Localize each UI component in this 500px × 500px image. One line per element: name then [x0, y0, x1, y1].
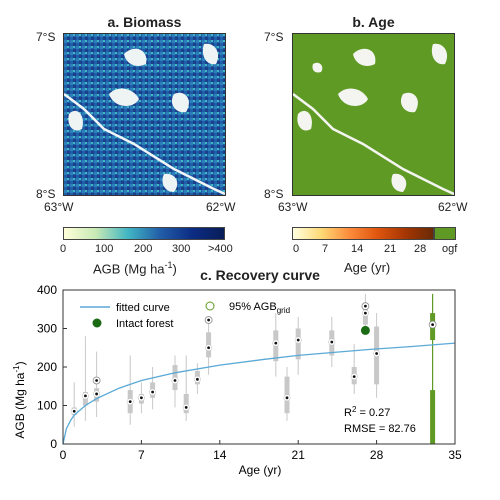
legend-fitted-label: fitted curve	[116, 302, 170, 314]
panel-a-lon-right: 62°W	[206, 200, 236, 214]
box-median-dot	[296, 338, 300, 342]
biomass-colorbar-label-sup: -1	[164, 260, 173, 270]
age-colorbar-tick: 0	[293, 243, 300, 255]
age-colorbar-tick: 28	[414, 243, 427, 255]
box-median-dot	[352, 375, 356, 379]
x-tick-label: 35	[448, 448, 462, 462]
box-median-dot	[196, 377, 199, 381]
panel-b-title: b. Age	[352, 14, 395, 30]
x-tick-label: 0	[60, 448, 67, 462]
panel-a-title: a. Biomass	[107, 14, 182, 30]
biomass-colorbar	[63, 227, 225, 240]
panel-b-lat-bottom: 8°S	[264, 187, 284, 201]
ogf-lower-bar	[430, 390, 436, 444]
box-median-dot	[364, 311, 367, 315]
panel-a-lat-top: 7°S	[36, 30, 56, 44]
box-median-dot	[72, 409, 76, 413]
panel-a-lat-bottom: 8°S	[36, 187, 56, 201]
panel-a-lon-left: 63°W	[44, 200, 74, 214]
box-median-dot	[207, 346, 211, 350]
legend-intact-swatch	[92, 318, 102, 328]
box-body	[295, 328, 301, 360]
stats-r2-sup: 2	[352, 405, 357, 414]
box-median-dot	[330, 340, 334, 344]
biomass-map-image	[64, 34, 225, 195]
agb95-point-center	[364, 304, 367, 308]
age-colorbar-label: Age (yr)	[344, 260, 391, 275]
agb95-point-center	[95, 379, 98, 382]
legend-agb95-text: 95% AGB	[229, 301, 277, 313]
box-median-dot	[274, 341, 278, 345]
biomass-colorbar-tick: 100	[95, 243, 114, 255]
legend-agb95-sub: grid	[277, 306, 290, 315]
fitted-curve	[62, 342, 456, 445]
biomass-colorbar-tick: 0	[60, 243, 67, 255]
stats-r2-label: R	[344, 407, 352, 419]
biomass-colorbar-label-text: AGB (Mg ha	[93, 261, 165, 277]
biomass-colorbar-label-end: )	[172, 261, 177, 277]
y-axis-label-sup: -1	[12, 365, 21, 373]
age-colorbar-tick: 21	[384, 243, 397, 255]
ogf-agb95-point-center	[431, 323, 434, 327]
y-axis-label: AGB (Mg ha-1)	[12, 361, 27, 438]
panel-b-lon-left: 63°W	[278, 200, 308, 214]
y-tick-label: 100	[37, 399, 57, 413]
x-tick-label: 28	[370, 448, 384, 462]
age-colorbar-tick: 14	[351, 243, 364, 255]
box-median-dot	[184, 406, 188, 409]
box-median-dot	[173, 379, 177, 382]
stats-rmse: RMSE = 82.76	[344, 423, 416, 435]
x-tick-label: 7	[138, 448, 145, 462]
panel-c-title: c. Recovery curve	[200, 267, 320, 283]
box-median-dot	[375, 352, 378, 355]
stats-r2: R2 = 0.27	[344, 405, 390, 419]
box-median-dot	[285, 396, 289, 400]
biomass-colorbar-tick: 200	[134, 243, 153, 255]
panel-b-lat-top: 7°S	[264, 30, 284, 44]
age-map-image	[293, 34, 454, 195]
y-tick-label: 200	[37, 360, 57, 374]
biomass-colorbar-tick: >400	[208, 243, 233, 255]
x-tick-label: 21	[292, 448, 306, 462]
age-map	[292, 33, 455, 196]
box-body	[183, 393, 189, 414]
x-tick-label: 14	[213, 448, 227, 462]
stats-r2-value: = 0.27	[356, 407, 390, 419]
box-median-dot	[84, 394, 87, 398]
age-colorbar-tick: 7	[322, 243, 329, 255]
panel-b-lon-right: 62°W	[438, 200, 468, 214]
biomass-map	[63, 33, 226, 196]
biomass-colorbar-label: AGB (Mg ha-1)	[93, 260, 177, 276]
age-colorbar-ogf	[434, 227, 456, 240]
legend-intact-label: Intact forest	[116, 318, 173, 330]
x-axis-label: Age (yr)	[239, 463, 282, 477]
biomass-colorbar-tick: 300	[172, 243, 191, 255]
box-median-dot	[151, 390, 155, 394]
y-axis-label-text: AGB (Mg ha	[13, 372, 27, 438]
agb95-point-center	[207, 318, 211, 322]
y-tick-label: 300	[37, 322, 57, 336]
y-tick-label: 0	[50, 437, 57, 451]
y-tick-label: 400	[37, 283, 57, 297]
legend-agb95-swatch	[205, 301, 215, 311]
box-median-dot	[140, 396, 143, 400]
legend-agb95-label: 95% AGBgrid	[229, 301, 290, 315]
age-colorbar	[292, 227, 434, 240]
age-colorbar-tick: ogf	[442, 243, 458, 255]
box-median-dot	[128, 400, 132, 404]
box-median-dot	[95, 392, 98, 396]
intact-forest-point	[360, 325, 370, 335]
y-axis-label-end: )	[13, 361, 27, 365]
